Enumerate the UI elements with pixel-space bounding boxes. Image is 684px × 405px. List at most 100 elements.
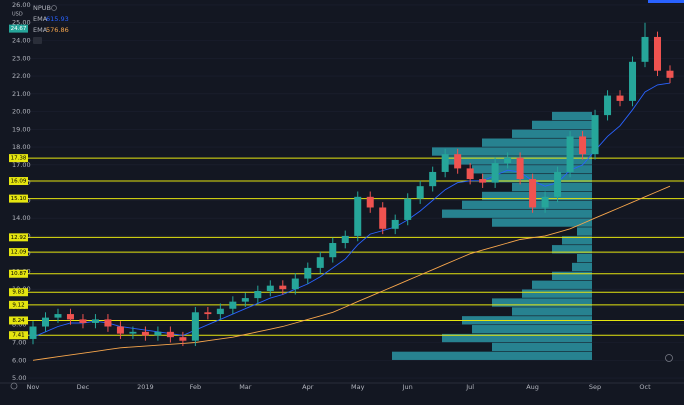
volume-profile-bar: [392, 351, 592, 360]
y-tick-label: 25.00: [12, 19, 31, 27]
candle-body: [266, 285, 274, 291]
volume-profile-bar: [512, 307, 592, 316]
x-tick-label: Oct: [639, 383, 651, 391]
x-tick-label: Sep: [589, 383, 601, 391]
y-tick-label: 17.00: [12, 161, 31, 169]
collapse-button[interactable]: [33, 37, 42, 44]
level-label-box: [9, 194, 28, 203]
x-tick-label: Aug: [526, 383, 539, 391]
candle-body: [629, 61, 637, 101]
x-tick-label: Apr: [302, 383, 314, 391]
candle-body: [541, 196, 549, 208]
symbol: NPUB: [33, 4, 51, 12]
volume-profile-bar: [522, 289, 592, 298]
candle-body: [329, 243, 337, 258]
candle-body: [566, 136, 574, 172]
candle-body: [616, 95, 624, 101]
volume-profile-bar: [552, 111, 592, 121]
volume-profile-bar: [577, 227, 592, 236]
y-tick-label: 19.00: [12, 125, 31, 133]
last-price-label: 24.67: [11, 26, 27, 32]
y-tick-label: 18.00: [12, 143, 31, 151]
candle-body: [591, 115, 599, 155]
legend-label: EMA: [33, 26, 48, 34]
candle-body: [191, 312, 199, 341]
candle-body: [129, 331, 137, 334]
scroll-icon[interactable]: [665, 354, 673, 362]
candle-body: [341, 235, 349, 244]
candle-body: [529, 179, 537, 208]
overlay: 26.00 25.00 24.00 23.00 22.00 21.00 20.00 19.00…: [9, 1, 651, 391]
level-label-box: [9, 331, 28, 340]
volume-profile-bar: [482, 191, 592, 201]
y-tick-label: 8.00: [12, 321, 26, 329]
ema-line: [32, 185, 671, 361]
level-label-box: [9, 288, 28, 297]
level-label: 12.09: [11, 250, 27, 256]
level-label-box: [9, 177, 28, 186]
volume-profile-bar: [552, 271, 592, 281]
candle-body: [79, 319, 87, 323]
volume-profile-bar: [512, 182, 592, 192]
legend-label: EMA: [33, 15, 48, 23]
candle-body: [254, 290, 262, 299]
level-label: 17.38: [11, 156, 27, 162]
volume-profile-bar: [442, 333, 592, 343]
ema-line: [32, 82, 671, 338]
y-tick-label: 26.00: [12, 1, 31, 9]
level-label-box: [9, 316, 28, 325]
level-label: 12.92: [11, 235, 27, 241]
level-label-box: [9, 248, 28, 257]
candle-body: [66, 314, 74, 320]
volume-profile-bar: [532, 120, 592, 130]
legend-value: 576.86: [46, 26, 69, 34]
volume-profile-bar: [532, 280, 592, 289]
volume-profile-bar: [492, 218, 592, 227]
level-label: 9.83: [12, 290, 25, 296]
candle-body: [554, 171, 562, 197]
candle-body: [354, 196, 362, 236]
y-tick-label: 6.00: [12, 356, 26, 364]
level-label: 10.87: [11, 271, 27, 277]
volume-profile-bar: [492, 342, 592, 352]
toolbar-indicator: [648, 0, 684, 3]
candle-body: [54, 314, 62, 318]
candle-body: [204, 312, 212, 315]
settings-icon[interactable]: [10, 382, 18, 390]
candle-body: [441, 154, 449, 172]
candle-body: [429, 171, 437, 187]
candle-body: [316, 257, 324, 268]
volume-profile-bar: [442, 209, 592, 218]
level-label-box: [9, 233, 28, 242]
currency: USD: [12, 12, 23, 18]
level-label: 9.12: [12, 302, 24, 308]
volume-profile-bar: [577, 253, 592, 263]
volume-profile-bar: [492, 298, 592, 307]
plot-area: [28, 4, 684, 379]
y-tick-label: 21.00: [12, 90, 31, 98]
candle-body: [104, 319, 112, 327]
y-tick-label: 5.00: [12, 374, 26, 382]
candle-body: [91, 319, 99, 323]
y-tick-label: 20.00: [12, 108, 31, 116]
level-label: 16.09: [11, 179, 27, 185]
candle-body: [166, 331, 174, 338]
candle-body: [391, 219, 399, 229]
candle-body: [291, 278, 299, 290]
volume-profile-bar: [462, 200, 592, 209]
x-tick-label: Mar: [239, 383, 252, 391]
candle-body: [29, 326, 37, 339]
y-tick-label: 23.00: [12, 54, 31, 62]
candle-body: [654, 36, 661, 71]
volume-profile-bar: [552, 245, 592, 254]
level-label: 15.10: [11, 196, 27, 202]
candle-body: [154, 331, 162, 336]
eye-icon[interactable]: [51, 5, 57, 11]
candle-body: [479, 179, 487, 183]
candle-body: [304, 267, 312, 279]
candle-body: [454, 154, 462, 169]
y-tick-label: 24.00: [12, 37, 31, 45]
candle-body: [179, 337, 187, 341]
y-tick-label: 14.00: [12, 214, 31, 222]
